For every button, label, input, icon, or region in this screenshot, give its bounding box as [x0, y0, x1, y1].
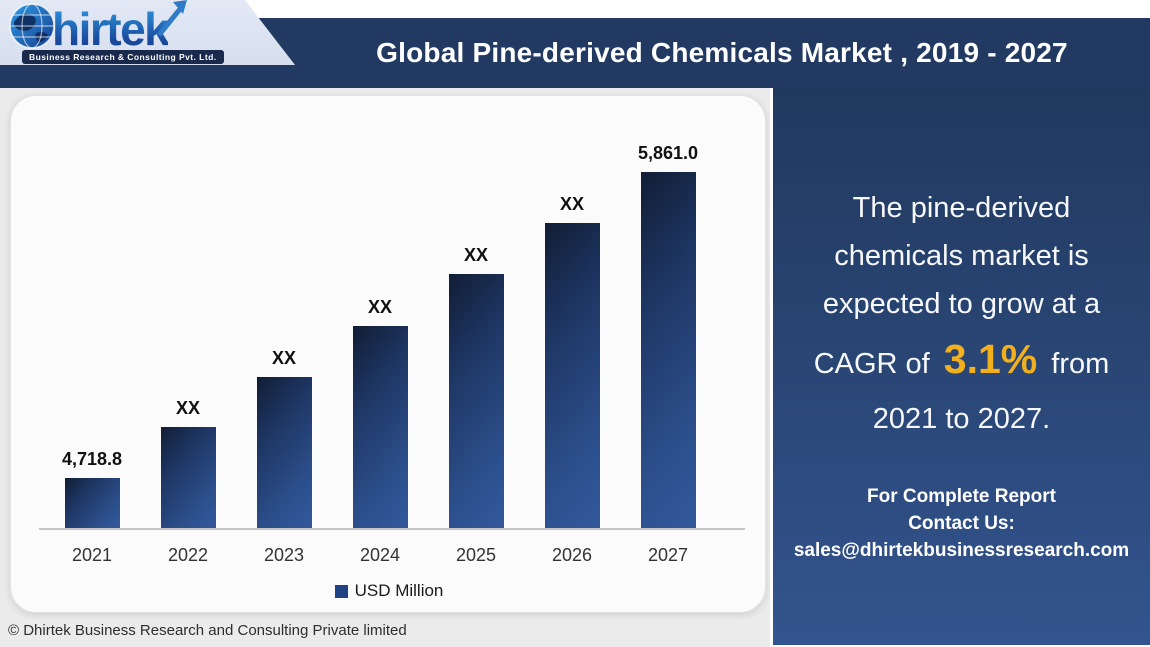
bar-2027 — [640, 172, 696, 528]
globe-icon — [8, 2, 56, 55]
bar-value-label-2025: XX — [463, 245, 488, 265]
x-axis-label-2027: 2027 — [647, 545, 689, 565]
statement-line-3: expected to grow at a — [822, 288, 1101, 320]
bar-plot: USD Million 4,718.8 2021 XX 2022 XX 2023 XX 202… — [11, 96, 767, 600]
bar-value-label-2021: 4,718.8 — [61, 449, 123, 469]
statement-line-2: chemicals market is — [834, 240, 1089, 272]
x-axis-line — [39, 528, 745, 530]
bar-value-label-2022: XX — [175, 398, 200, 418]
x-axis-label-2023: 2023 — [263, 545, 305, 565]
statement-line-5: 2021 to 2027. — [872, 403, 1051, 435]
bar-2025 — [448, 274, 504, 528]
statement-cagr-line: CAGR of 3.1% from — [781, 328, 1142, 395]
cagr-statement: The pine-derived chemicals market is exp… — [781, 184, 1142, 443]
cagr-value: 3.1% — [943, 336, 1038, 382]
x-axis-label-2021: 2021 — [71, 545, 113, 565]
chart-card: USD Million 4,718.8 2021 XX 2022 XX 2023 XX 202… — [10, 95, 766, 613]
statement-line-1: The pine-derived — [852, 192, 1071, 224]
x-axis-label-2025: 2025 — [455, 545, 497, 565]
legend-swatch — [334, 584, 348, 598]
contact-block: For Complete Report Contact Us: sales@dh… — [777, 483, 1146, 564]
contact-line-2: Contact Us: — [908, 513, 1015, 534]
chart-legend: USD Million — [11, 581, 767, 601]
bar-2026 — [544, 223, 600, 528]
x-axis-label-2022: 2022 — [167, 545, 209, 565]
bar-value-label-2024: XX — [367, 297, 392, 317]
bar-2021 — [64, 478, 120, 528]
bar-2024 — [352, 326, 408, 528]
brand-wordmark: hirtek — [52, 2, 170, 55]
copyright-text: © Dhirtek Business Research and Consulti… — [8, 622, 407, 639]
bar-2022 — [160, 427, 216, 528]
brand-logo: hirtek — [8, 0, 188, 55]
contact-email: sales@dhirtekbusinessresearch.com — [793, 540, 1130, 561]
legend-label: USD Million — [354, 581, 444, 600]
brand-tagline: Business Research & Consulting Pvt. Ltd. — [22, 50, 224, 64]
bar-value-label-2026: XX — [559, 194, 584, 214]
contact-line-1: For Complete Report — [867, 486, 1056, 507]
growth-arrow-icon — [156, 0, 188, 42]
cagr-prefix: CAGR of — [813, 348, 938, 380]
bar-2023 — [256, 377, 312, 528]
cagr-suffix: from — [1043, 348, 1110, 380]
page-title: Global Pine-derived Chemicals Market , 2… — [376, 37, 1068, 68]
bar-value-label-2023: XX — [271, 348, 296, 368]
x-axis-label-2026: 2026 — [551, 545, 593, 565]
logo-panel: hirtek Business Research & Consulting Pv… — [0, 0, 295, 65]
side-panel: The pine-derived chemicals market is exp… — [773, 88, 1150, 645]
x-axis-label-2024: 2024 — [359, 545, 401, 565]
bar-value-label-2027: 5,861.0 — [637, 143, 699, 163]
